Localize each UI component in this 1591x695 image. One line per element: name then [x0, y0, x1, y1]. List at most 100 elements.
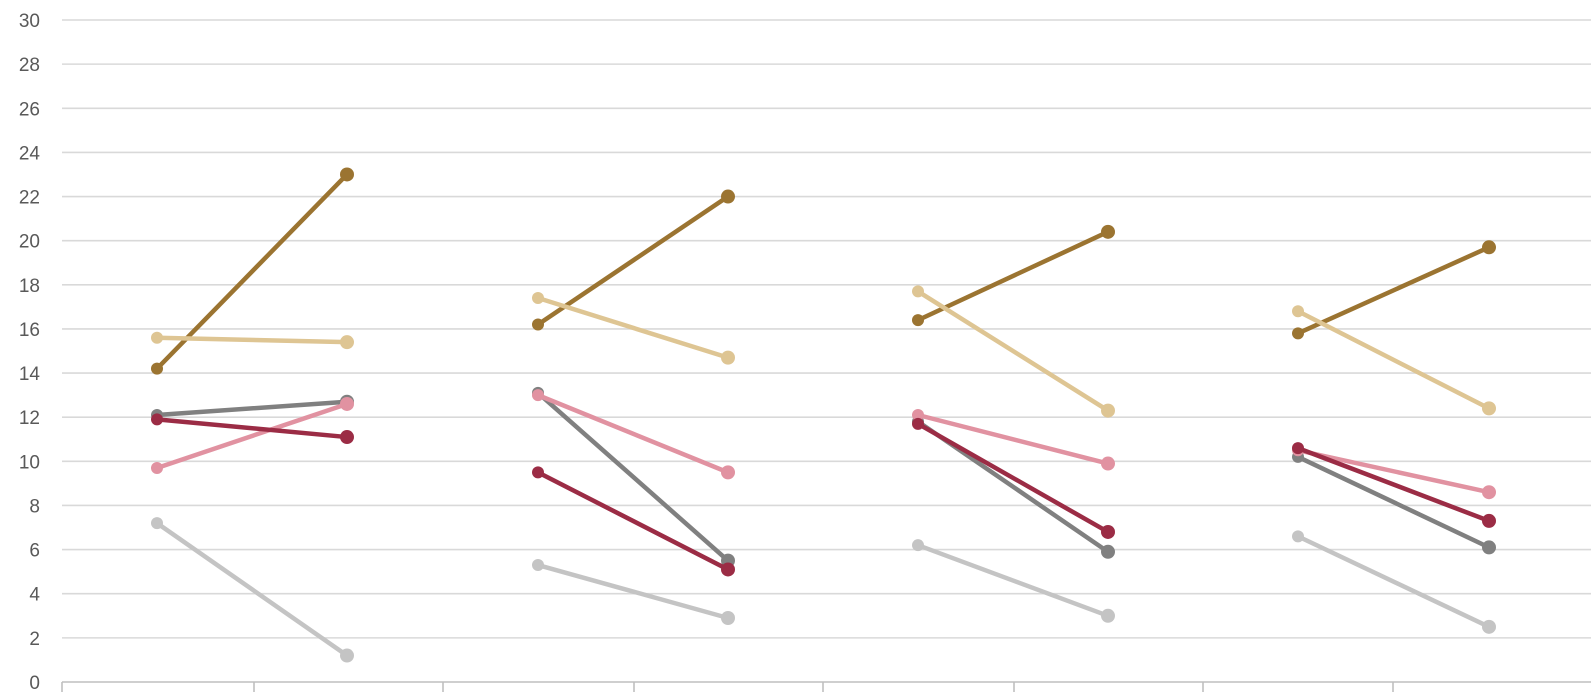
series-line: [535, 390, 731, 563]
series-line: [915, 289, 1111, 413]
series-point-end: [1101, 224, 1115, 239]
y-tick-label-2: 2: [29, 629, 40, 650]
series-line: [535, 562, 731, 621]
series-point-start: [532, 466, 544, 479]
x-axis: [61, 681, 1591, 692]
group-2-series-5: [532, 466, 735, 577]
series-line: [1295, 454, 1492, 550]
group-2-series-2: [532, 292, 735, 365]
group-1-series-6: [151, 517, 354, 663]
group-1-series-5: [151, 413, 354, 445]
series-point-end: [340, 167, 354, 182]
y-tick-label-16: 16: [19, 320, 40, 341]
series-point-end: [1101, 608, 1115, 623]
y-tick-label-14: 14: [19, 364, 41, 385]
series-point-start: [151, 461, 163, 474]
series-point-start: [912, 314, 924, 327]
series-line: [1295, 448, 1492, 495]
series-line: [535, 194, 731, 327]
y-tick-label-6: 6: [29, 541, 40, 562]
series-line: [535, 392, 731, 475]
y-tick-label-24: 24: [19, 143, 41, 164]
series-point-end: [1482, 619, 1496, 634]
series-point-start: [151, 413, 163, 426]
series-point-end: [1482, 240, 1496, 255]
series-point-start: [912, 417, 924, 430]
y-tick-label-0: 0: [29, 673, 40, 694]
series-line: [915, 229, 1111, 323]
series-line: [915, 412, 1111, 466]
series-point-end: [340, 335, 354, 350]
series-point-end: [340, 396, 354, 411]
series-point-start: [912, 408, 924, 421]
series-line: [915, 542, 1111, 619]
series-point-end: [340, 430, 354, 445]
series-line: [1295, 445, 1492, 524]
y-tick-label-8: 8: [29, 496, 40, 517]
series-point-start: [1292, 442, 1304, 455]
series-point-start: [532, 292, 544, 305]
group-4-series-6: [1292, 530, 1496, 634]
series-point-start: [532, 389, 544, 402]
y-tick-label-18: 18: [19, 276, 40, 297]
group-3-series-1: [912, 224, 1115, 327]
series-point-end: [1101, 456, 1115, 471]
series-point-end: [721, 465, 735, 480]
group-3-series-4: [912, 408, 1115, 471]
y-tick-label-22: 22: [19, 188, 40, 209]
series-line: [915, 421, 1111, 535]
series-line: [535, 295, 731, 360]
series-point-end: [721, 611, 735, 626]
series-point-end: [340, 648, 354, 663]
series-line: [1295, 534, 1492, 630]
series-line: [154, 401, 350, 471]
series-point-start: [532, 318, 544, 331]
group-2-series-3: [532, 386, 735, 568]
y-tick-label-30: 30: [19, 11, 40, 32]
y-tick-label-26: 26: [19, 99, 40, 120]
series-point-start: [151, 517, 163, 530]
y-tick-label-20: 20: [19, 232, 40, 253]
series-point-end: [721, 562, 735, 577]
series-point-end: [1101, 524, 1115, 539]
group-2-series-1: [532, 189, 735, 331]
y-tick-label-4: 4: [29, 585, 40, 606]
series-point-end: [1482, 401, 1496, 416]
series-point-end: [1482, 513, 1496, 528]
group-1-series-2: [151, 331, 354, 350]
y-tick-label-28: 28: [19, 55, 40, 76]
group-3-series-2: [912, 285, 1115, 418]
series-point-end: [721, 350, 735, 365]
group-4-series-1: [1292, 240, 1496, 340]
gridlines: [62, 19, 1591, 639]
series-point-end: [1101, 544, 1115, 559]
series-line: [1295, 309, 1492, 411]
series-point-start: [912, 285, 924, 298]
group-2-series-4: [532, 389, 735, 480]
series-point-start: [151, 331, 163, 344]
group-3-series-5: [912, 417, 1115, 539]
series-lines: [151, 167, 1496, 663]
group-3-series-6: [912, 539, 1115, 623]
series-line: [154, 399, 350, 418]
group-2-series-6: [532, 559, 735, 626]
series-line: [154, 417, 350, 440]
series-line: [154, 520, 350, 658]
series-line: [1295, 245, 1492, 336]
series-point-start: [151, 362, 163, 375]
group-4-series-2: [1292, 305, 1496, 416]
y-tick-label-10: 10: [19, 452, 40, 473]
group-4-series-5: [1292, 442, 1496, 528]
series-point-start: [1292, 530, 1304, 543]
series-line: [154, 335, 350, 345]
series-point-start: [912, 539, 924, 552]
series-point-start: [532, 559, 544, 572]
series-line: [535, 470, 731, 572]
group-1-series-4: [151, 396, 354, 474]
series-point-end: [1101, 403, 1115, 418]
y-tick-label-12: 12: [19, 408, 40, 429]
series-point-start: [1292, 327, 1304, 340]
group-4-series-3: [1292, 450, 1496, 555]
